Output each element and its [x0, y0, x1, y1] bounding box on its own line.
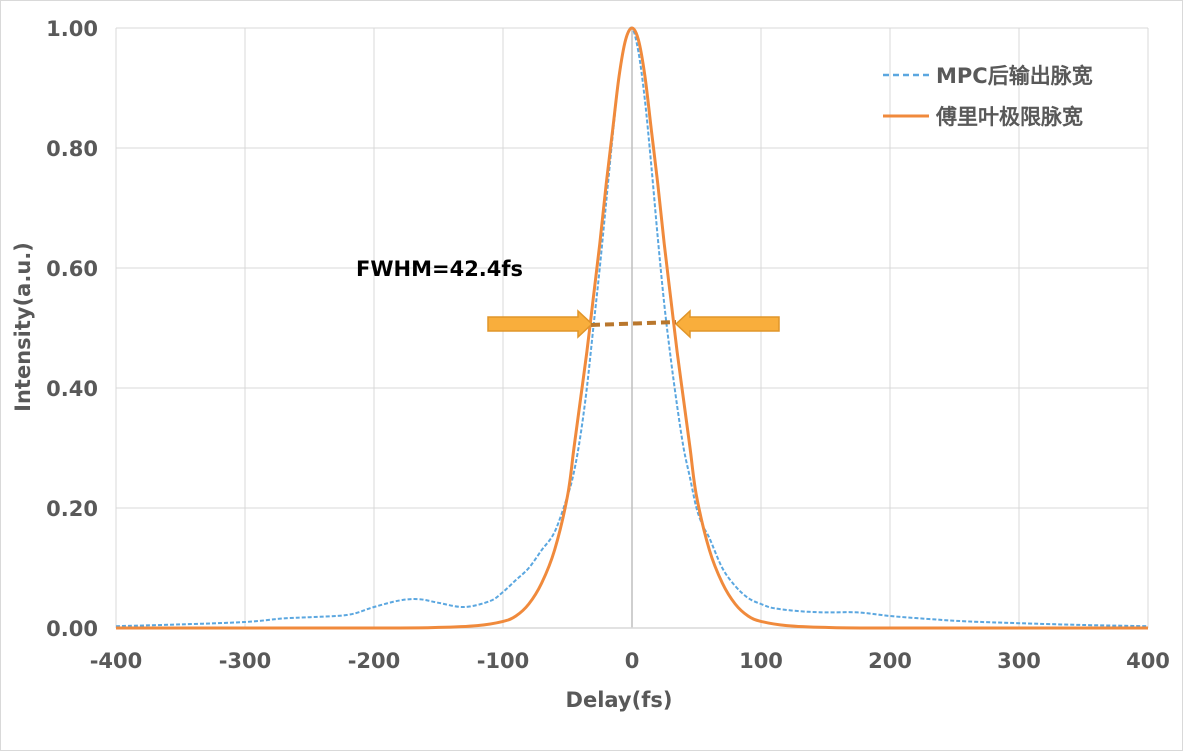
- x-tick-labels: -400 -300 -200 -100 0 100 200 300 400: [90, 649, 1170, 673]
- legend: MPC后输出脉宽 傅里叶极限脉宽: [883, 64, 1093, 129]
- series-line-fourier-limit: [115, 26, 1149, 630]
- y-tick-labels: 0.00 0.20 0.40 0.60 0.80 1.00: [46, 17, 98, 641]
- x-tick-label: 300: [997, 649, 1041, 673]
- left-arrow: [487, 309, 594, 339]
- x-tick-label: -100: [477, 649, 530, 673]
- x-tick-label: 200: [868, 649, 912, 673]
- x-tick-label: 400: [1126, 649, 1170, 673]
- x-tick-label: -300: [219, 649, 272, 673]
- y-tick-label: 0.20: [46, 497, 98, 521]
- series-layer: [115, 26, 1149, 630]
- y-tick-label: 0.80: [46, 137, 98, 161]
- x-tick-label: -400: [90, 649, 143, 673]
- right-arrow: [674, 309, 780, 339]
- y-tick-label: 0.60: [46, 257, 98, 281]
- y-tick-label: 1.00: [46, 17, 98, 41]
- x-tick-label: -200: [348, 649, 401, 673]
- y-tick-label: 0.40: [46, 377, 98, 401]
- fwhm-dashed-line: [590, 320, 677, 327]
- x-axis-title: Delay(fs): [566, 688, 673, 712]
- series-line-mpc: [115, 26, 1149, 628]
- grid: [115, 27, 1149, 628]
- y-tick-label: 0.00: [46, 617, 98, 641]
- legend-label-mpc: MPC后输出脉宽: [936, 64, 1093, 88]
- fwhm-label: FWHM=42.4fs: [356, 257, 523, 281]
- fwhm-marker: FWHM=42.4fs: [356, 257, 780, 339]
- x-tick-label: 100: [739, 649, 783, 673]
- x-tick-label: 0: [625, 649, 640, 673]
- y-axis-title: Intensity(a.u.): [11, 242, 35, 412]
- legend-label-fourier: 傅里叶极限脉宽: [935, 105, 1083, 129]
